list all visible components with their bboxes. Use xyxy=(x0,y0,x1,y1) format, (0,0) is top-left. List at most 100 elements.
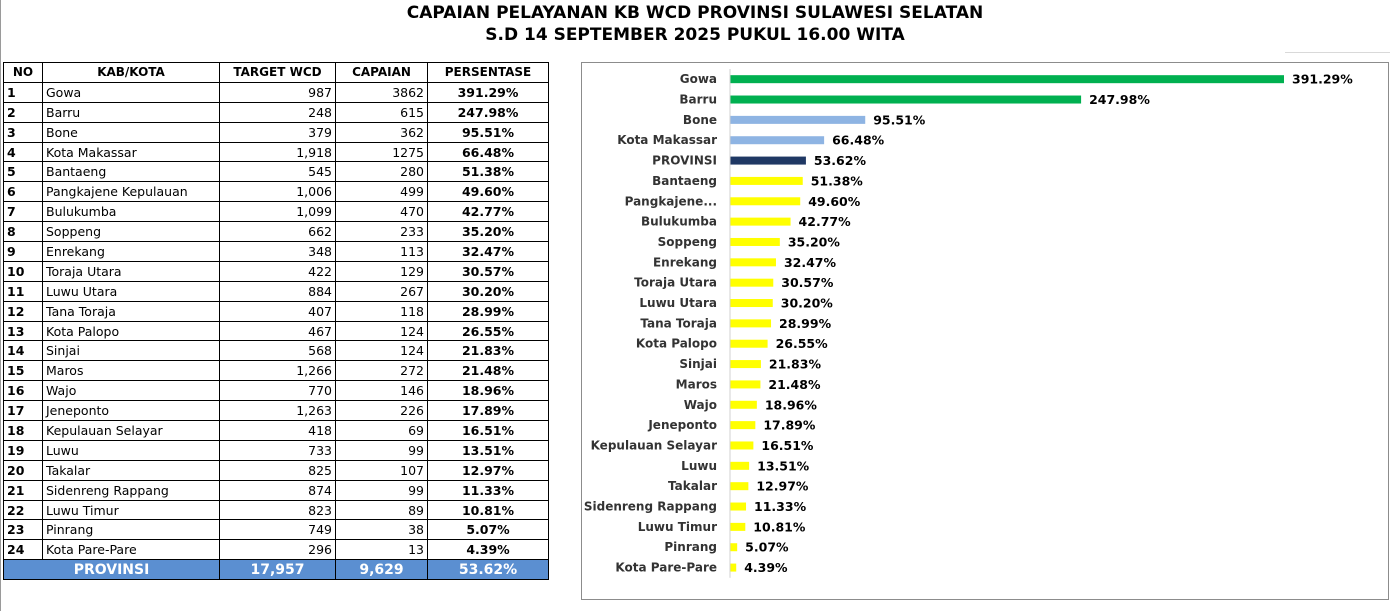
data-label: 32.47% xyxy=(784,255,837,270)
category-label: Toraja Utara xyxy=(634,276,717,290)
row-persentase: 30.20% xyxy=(427,280,549,302)
bar xyxy=(730,441,754,450)
row-name: Tana Toraja xyxy=(42,300,220,322)
row-target: 467 xyxy=(219,320,336,342)
row-capaian: 470 xyxy=(335,201,428,223)
row-no: 16 xyxy=(3,380,43,402)
row-capaian: 233 xyxy=(335,221,428,243)
category-label: Gowa xyxy=(680,72,717,86)
row-target: 1,263 xyxy=(219,400,336,422)
row-no: 22 xyxy=(3,499,43,521)
data-label: 30.57% xyxy=(781,275,834,290)
data-label: 13.51% xyxy=(757,458,810,473)
data-label: 391.29% xyxy=(1292,72,1353,87)
row-no: 19 xyxy=(3,439,43,461)
data-label: 10.81% xyxy=(753,519,806,534)
row-target: 749 xyxy=(219,519,336,541)
data-label: 35.20% xyxy=(788,234,841,249)
data-label: 30.20% xyxy=(781,296,834,311)
row-name: Bone xyxy=(42,121,220,143)
category-label: Pinrang xyxy=(664,540,717,554)
bar xyxy=(730,360,761,369)
row-no: 5 xyxy=(3,161,43,183)
row-target: 348 xyxy=(219,241,336,262)
table-row: 6 Pangkajene Kepulauan 1,006 499 49.60% xyxy=(3,181,549,203)
row-name: Luwu Utara xyxy=(42,280,220,302)
row-persentase: 16.51% xyxy=(427,420,549,441)
row-no: 3 xyxy=(3,121,43,143)
bar xyxy=(730,502,747,511)
table-row: 8 Soppeng 662 233 35.20% xyxy=(3,221,549,243)
data-label: 5.07% xyxy=(745,540,789,555)
category-label: Bone xyxy=(683,113,717,127)
bar xyxy=(730,95,1082,104)
category-label: Bantaeng xyxy=(652,174,717,188)
row-capaian: 107 xyxy=(335,459,428,481)
data-label: 247.98% xyxy=(1089,92,1150,107)
header-target-wcd: TARGET WCD xyxy=(219,62,336,83)
table-row: 22 Luwu Timur 823 89 10.81% xyxy=(3,499,549,521)
row-persentase: 11.33% xyxy=(427,479,549,501)
row-persentase: 5.07% xyxy=(427,519,549,541)
row-no: 17 xyxy=(3,400,43,422)
data-label: 49.60% xyxy=(808,194,861,209)
row-persentase: 32.47% xyxy=(427,241,549,262)
row-name: Wajo xyxy=(42,380,220,402)
row-persentase: 26.55% xyxy=(427,320,549,342)
row-capaian: 129 xyxy=(335,260,428,282)
category-label: Kota Makassar xyxy=(617,133,717,147)
header-kab-kota: KAB/KOTA xyxy=(42,62,220,83)
bar xyxy=(730,237,780,246)
row-name: Takalar xyxy=(42,459,220,481)
row-target: 248 xyxy=(219,101,336,123)
bar xyxy=(730,543,738,552)
achievement-table: NO KAB/KOTA TARGET WCD CAPAIAN PERSENTAS… xyxy=(3,62,549,581)
row-persentase: 95.51% xyxy=(427,121,549,143)
data-label: 11.33% xyxy=(754,499,807,514)
row-target: 296 xyxy=(219,539,336,561)
bar xyxy=(730,136,825,145)
bar xyxy=(730,522,746,531)
row-name: Luwu Timur xyxy=(42,499,220,521)
table-row: 13 Kota Palopo 467 124 26.55% xyxy=(3,320,549,342)
category-label: Kepulauan Selayar xyxy=(591,438,717,452)
bar xyxy=(730,400,757,409)
row-persentase: 30.57% xyxy=(427,260,549,282)
table-row: 7 Bulukumba 1,099 470 42.77% xyxy=(3,201,549,223)
category-label: Soppeng xyxy=(658,235,717,249)
row-persentase: 391.29% xyxy=(427,81,549,103)
category-label: Tana Toraja xyxy=(640,316,717,330)
row-name: Enrekang xyxy=(42,241,220,262)
table-row: 10 Toraja Utara 422 129 30.57% xyxy=(3,260,549,282)
row-no: 9 xyxy=(3,241,43,262)
row-target: 422 xyxy=(219,260,336,282)
row-no: 23 xyxy=(3,519,43,541)
row-target: 418 xyxy=(219,420,336,441)
table-row: 18 Kepulauan Selayar 418 69 16.51% xyxy=(3,420,549,441)
bar xyxy=(730,421,756,430)
table-body: 1 Gowa 987 3862 391.29% 2 Barru 248 615 247.98% 3 B… xyxy=(3,81,549,561)
table-row: 3 Bone 379 362 95.51% xyxy=(3,121,549,143)
bar xyxy=(730,75,1284,84)
total-row: PROVINSI 17,957 9,629 53.62% xyxy=(3,559,549,581)
row-no: 1 xyxy=(3,81,43,103)
data-label: 95.51% xyxy=(873,112,926,127)
row-persentase: 49.60% xyxy=(427,181,549,203)
bar xyxy=(730,319,772,328)
row-name: Pangkajene Kepulauan xyxy=(42,181,220,203)
bar xyxy=(730,217,791,226)
sheet-cell-line xyxy=(1285,52,1390,53)
row-target: 1,918 xyxy=(219,141,336,163)
row-capaian: 362 xyxy=(335,121,428,143)
category-label: Enrekang xyxy=(653,255,717,269)
total-capaian: 9,629 xyxy=(335,559,428,581)
data-label: 66.48% xyxy=(832,133,885,148)
row-no: 2 xyxy=(3,101,43,123)
row-persentase: 247.98% xyxy=(427,101,549,123)
row-target: 545 xyxy=(219,161,336,183)
row-no: 10 xyxy=(3,260,43,282)
row-target: 1,266 xyxy=(219,360,336,382)
row-capaian: 272 xyxy=(335,360,428,382)
data-label: 51.38% xyxy=(811,173,864,188)
category-label: Kota Pare-Pare xyxy=(615,561,717,575)
